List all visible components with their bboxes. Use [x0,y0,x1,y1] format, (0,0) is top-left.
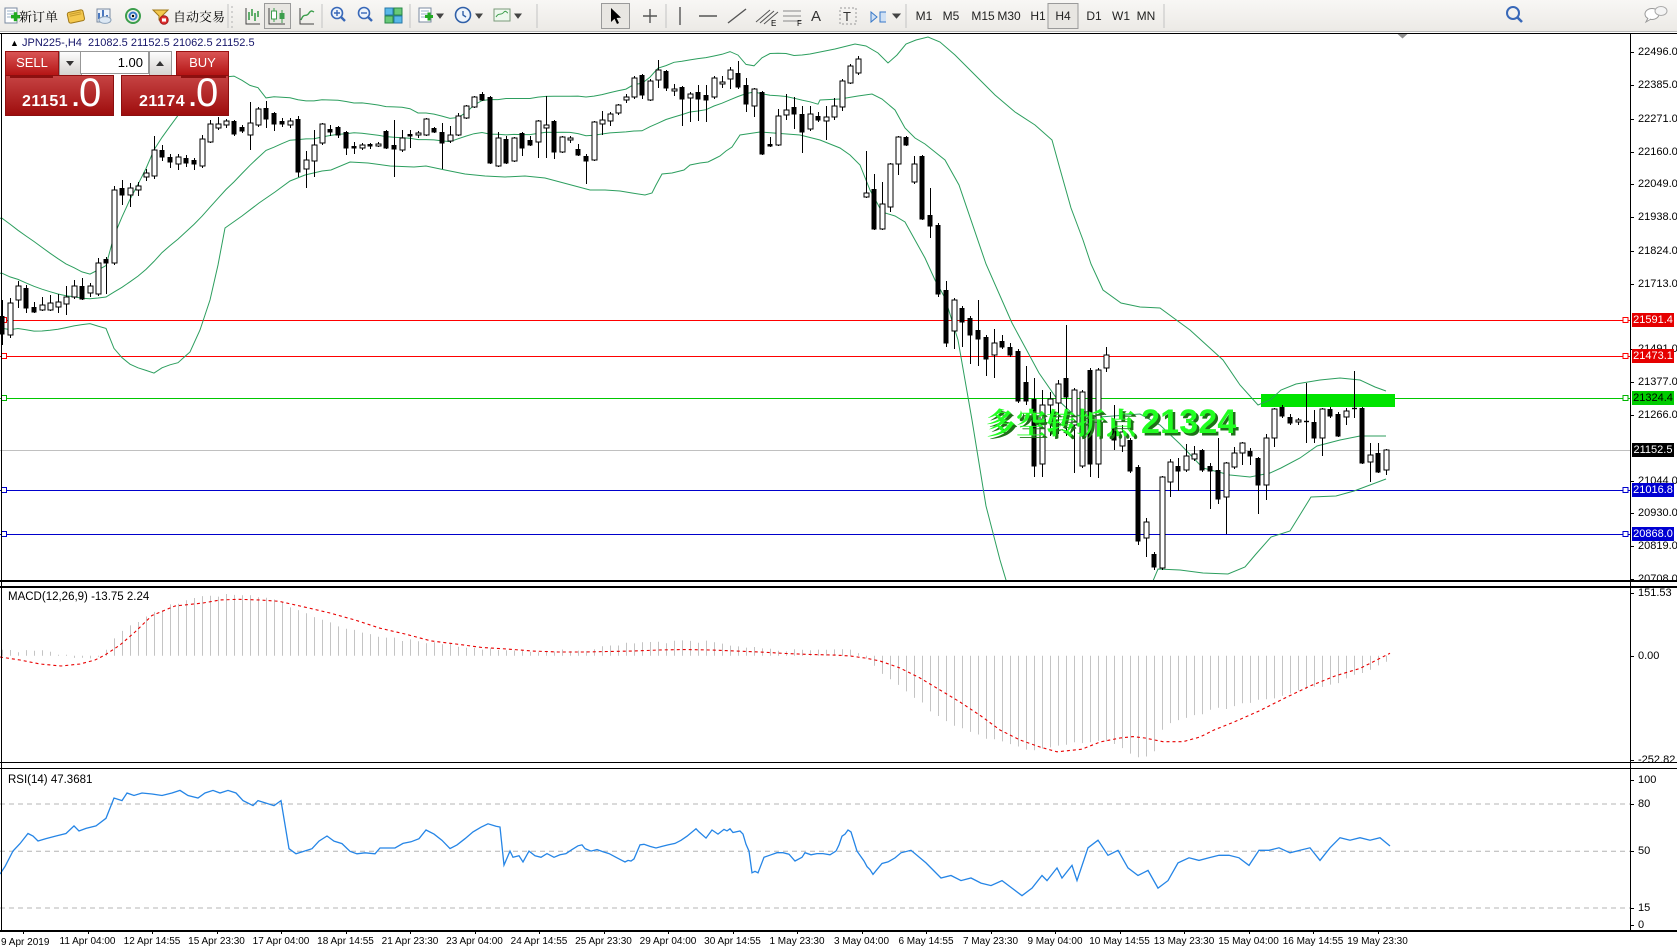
svg-text:D1: D1 [1086,9,1102,23]
svg-text:M15: M15 [971,9,995,23]
svg-text:H4: H4 [1055,9,1071,23]
svg-text:21324: 21324 [1144,406,1240,444]
svg-text:M5: M5 [943,9,960,23]
svg-text:M30: M30 [997,9,1021,23]
svg-text:W1: W1 [1112,9,1130,23]
svg-text:F: F [797,19,802,28]
svg-text:E: E [771,19,776,28]
svg-text:T: T [843,9,851,24]
svg-text:21324: 21324 [1141,403,1237,441]
svg-text:A: A [811,8,821,25]
svg-text:MN: MN [1137,9,1156,23]
svg-text:H1: H1 [1030,9,1046,23]
svg-text:M1: M1 [916,9,933,23]
